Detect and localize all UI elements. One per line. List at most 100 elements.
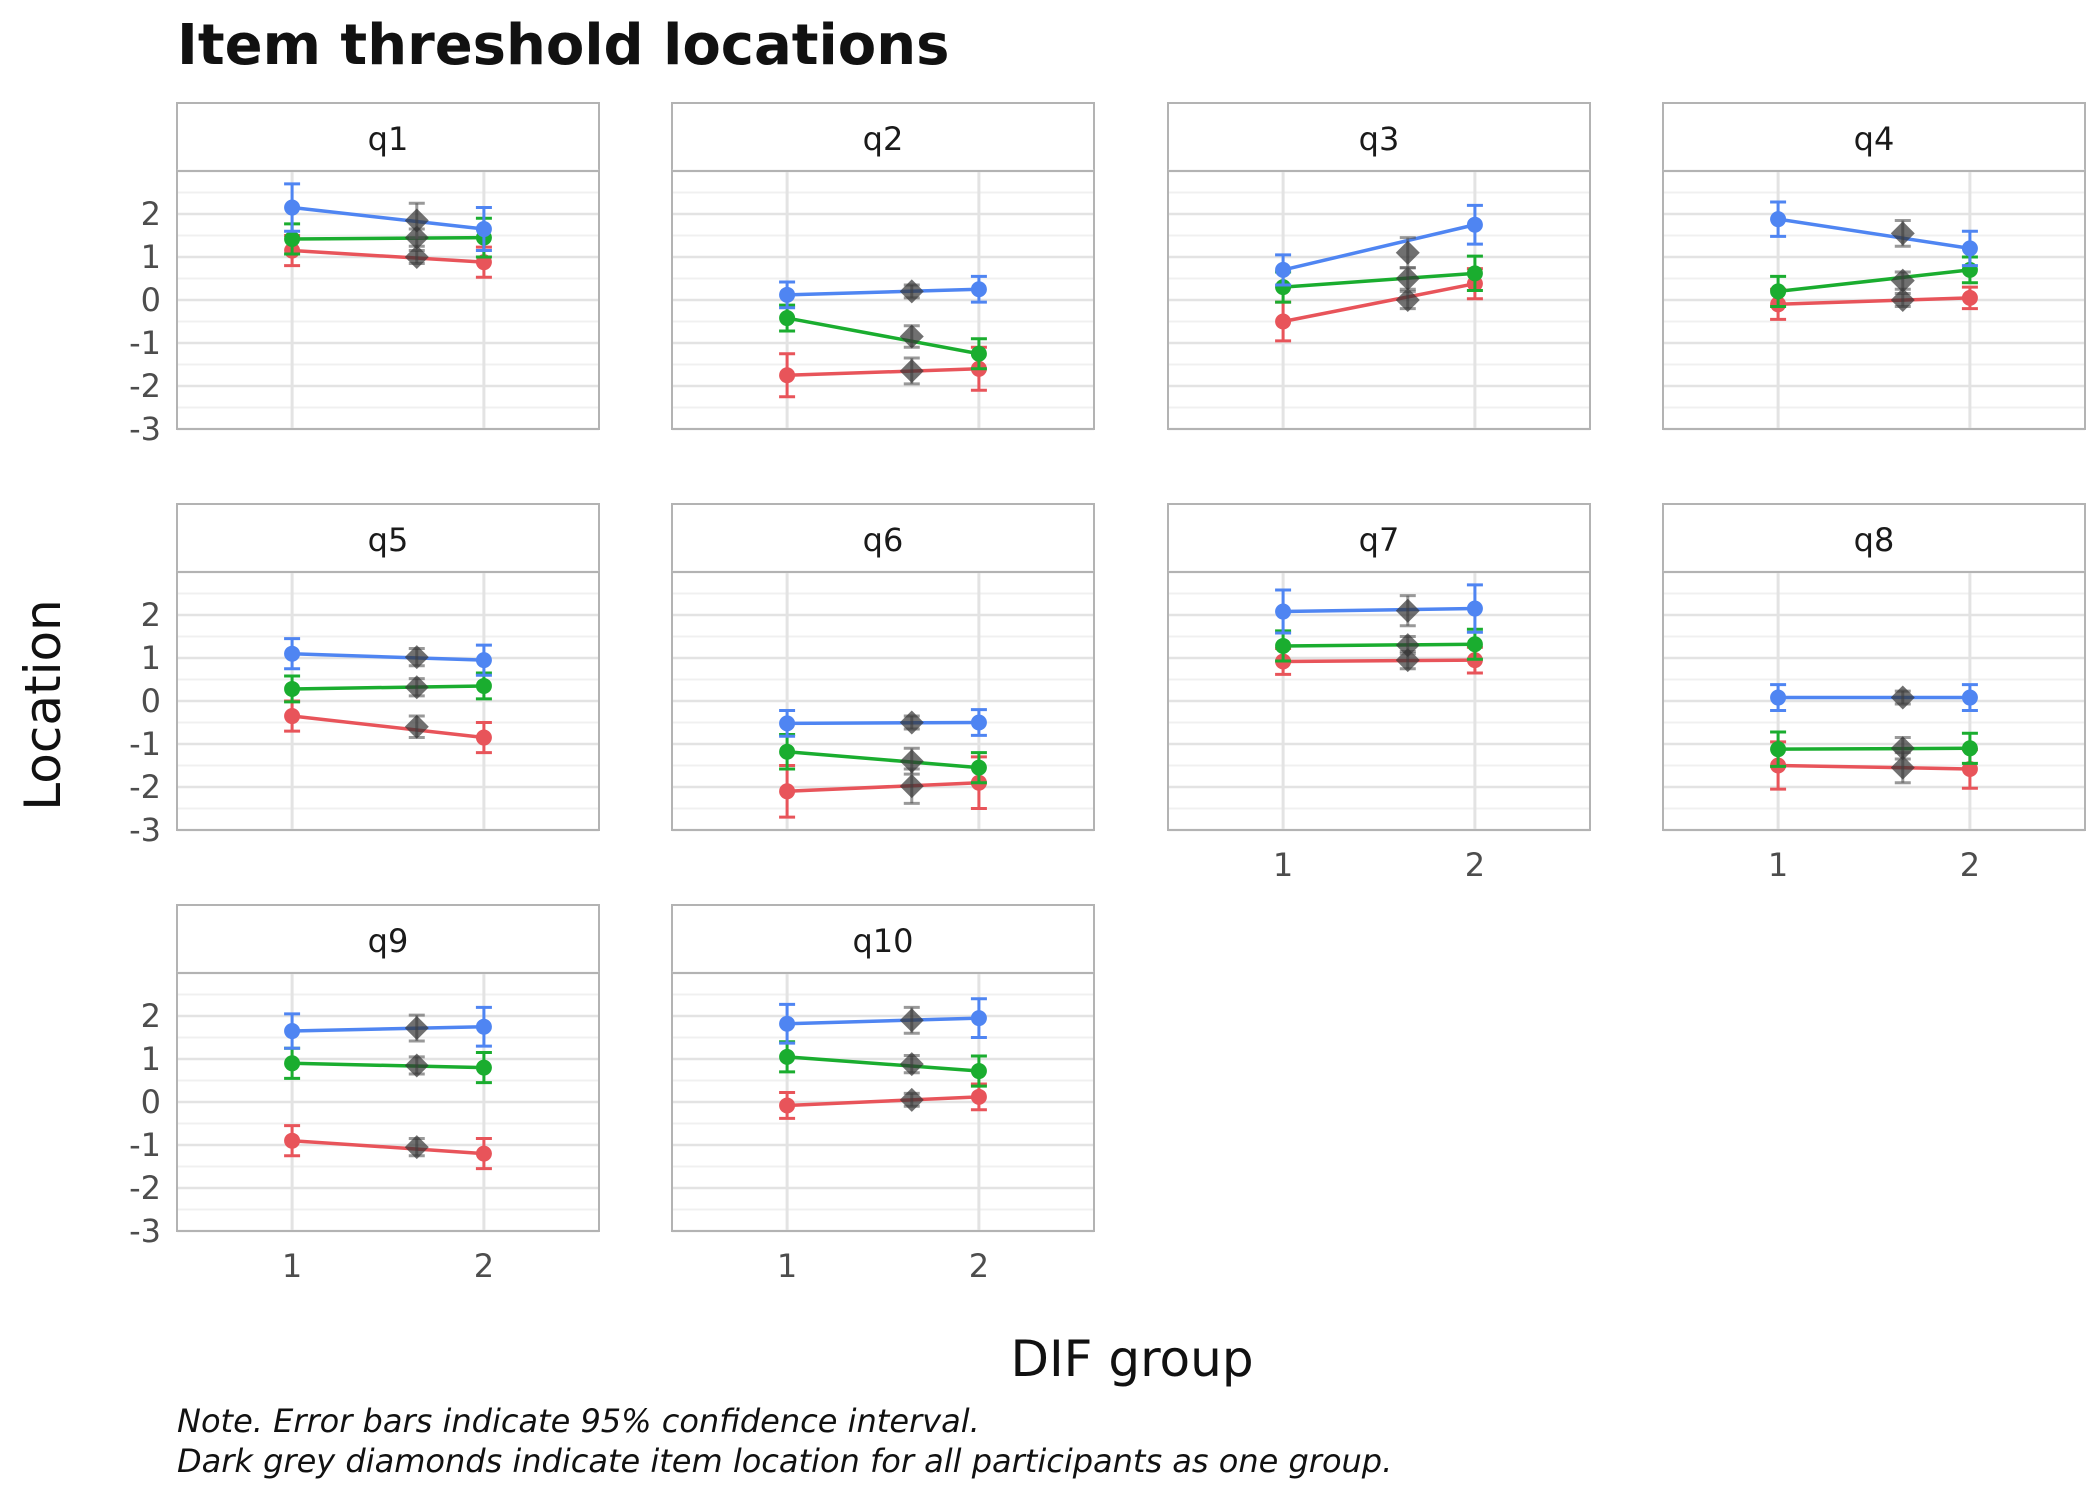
panel-q3: q3	[1167, 102, 1591, 431]
data-point	[1770, 741, 1787, 758]
y-tick-label: -1	[129, 725, 161, 763]
panel-border	[1167, 571, 1591, 831]
data-point	[475, 1059, 492, 1076]
y-tick-label: -2	[129, 367, 161, 405]
data-point	[1961, 760, 1978, 777]
overall-diamond-marker	[899, 1008, 924, 1033]
data-point	[779, 715, 796, 732]
strip-header	[671, 102, 1095, 172]
strip-label: q6	[863, 521, 904, 559]
overall-diamond-marker	[404, 208, 429, 233]
overall-diamond-marker	[404, 645, 429, 670]
series-line	[1282, 223, 1476, 272]
series-line	[1777, 268, 1971, 294]
overall-diamond-marker	[899, 279, 924, 304]
note-line-1: Note. Error bars indicate 95% confidence…	[177, 1402, 980, 1440]
data-point	[1275, 261, 1292, 278]
data-point	[284, 1132, 301, 1149]
strip-label: q9	[368, 922, 409, 960]
strip-label: q10	[852, 922, 913, 960]
series-line	[291, 248, 485, 264]
strip-label: q3	[1359, 120, 1400, 158]
data-point	[970, 345, 987, 362]
data-point	[475, 221, 492, 238]
data-point	[779, 286, 796, 303]
series-line	[786, 749, 980, 770]
strip-header	[176, 503, 600, 573]
overall-diamond-marker	[404, 675, 429, 700]
series-line	[1778, 746, 1970, 751]
x-tick-label: 2	[969, 1247, 989, 1285]
data-point	[1770, 689, 1787, 706]
panel-border	[1167, 170, 1591, 430]
x-tick-label: 1	[282, 1247, 302, 1285]
overall-diamond-marker	[899, 324, 924, 349]
panel-border	[176, 571, 600, 831]
panel-border	[176, 170, 600, 430]
panel-border	[1662, 571, 2086, 831]
y-tick-label: 1	[141, 1040, 161, 1078]
series-line	[291, 714, 485, 740]
series-line	[787, 287, 979, 297]
strip-header	[671, 904, 1095, 974]
x-tick-label: 2	[474, 1247, 494, 1285]
data-point	[1466, 636, 1483, 653]
overall-diamond-marker	[1890, 755, 1915, 780]
series-line	[1778, 763, 1970, 771]
y-tick-label: -3	[129, 811, 161, 849]
overall-diamond-marker	[404, 245, 429, 269]
series-line	[787, 1095, 979, 1108]
overall-diamond-marker	[1890, 288, 1915, 312]
series-line	[786, 1055, 980, 1073]
strip-label: q8	[1854, 521, 1895, 559]
data-point	[475, 1145, 492, 1162]
y-tick-label: 1	[141, 238, 161, 276]
panel-border	[1662, 170, 2086, 430]
series-line	[1283, 642, 1475, 648]
y-tick-label: 2	[141, 596, 161, 634]
overall-diamond-marker	[1395, 633, 1420, 658]
panel-q9: q9 2 1 0 -1 -2 -3 1 2	[129, 904, 600, 1285]
note-line-2: Dark grey diamonds indicate item locatio…	[177, 1442, 1392, 1480]
data-point	[284, 680, 301, 697]
series-line	[1283, 606, 1475, 614]
panel-q5: q5 2 1 0 -1 -2 -3	[129, 503, 600, 849]
panel-border	[671, 972, 1095, 1232]
overall-diamond-marker	[404, 1053, 429, 1078]
overall-diamond-marker	[1395, 288, 1420, 312]
series-line	[787, 780, 979, 794]
panel-q2: q2	[671, 102, 1095, 431]
data-point	[475, 729, 492, 746]
series-line	[787, 367, 979, 377]
strip-header	[176, 102, 600, 172]
y-tick-label: -1	[129, 1126, 161, 1164]
data-point	[1275, 637, 1292, 654]
series-line	[1777, 217, 1971, 251]
y-tick-label: -3	[129, 410, 161, 448]
data-point	[970, 759, 987, 776]
series-line	[786, 316, 980, 356]
series-line	[292, 651, 484, 662]
data-point	[1961, 740, 1978, 757]
y-tick-label: -2	[129, 1169, 161, 1207]
strip-label: q5	[368, 521, 409, 559]
strip-header	[1662, 102, 2086, 172]
panel-q6: q6	[671, 503, 1095, 832]
overall-diamond-marker	[1890, 685, 1915, 710]
strip-header	[1662, 503, 2086, 573]
data-point	[1770, 211, 1787, 228]
overall-diamond-marker	[1395, 240, 1420, 265]
data-point	[284, 708, 301, 725]
x-tick-label: 2	[1465, 846, 1485, 884]
strip-header	[176, 904, 600, 974]
overall-diamond-marker	[1395, 598, 1420, 623]
data-point	[475, 652, 492, 669]
y-tick-label: 2	[141, 997, 161, 1035]
data-point	[970, 1063, 987, 1080]
overall-diamond-marker	[1890, 268, 1915, 293]
data-point	[779, 367, 796, 384]
y-tick-label: -1	[129, 324, 161, 362]
series-line	[291, 1138, 485, 1156]
data-point	[1961, 240, 1978, 257]
